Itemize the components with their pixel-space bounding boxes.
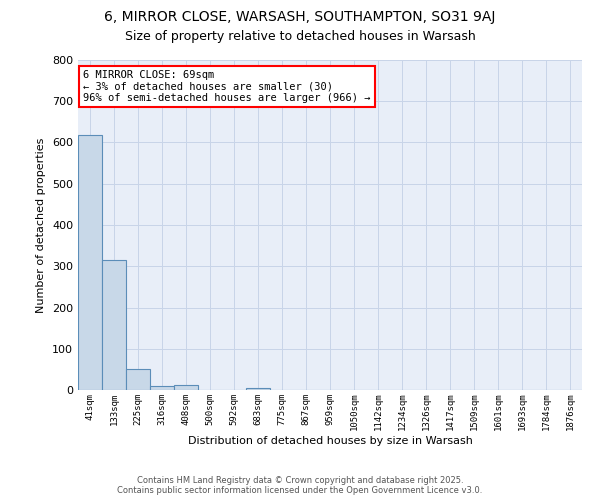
Bar [102, 260, 126, 390]
Text: Contains HM Land Registry data © Crown copyright and database right 2025.
Contai: Contains HM Land Registry data © Crown c… [118, 476, 482, 495]
Bar [174, 385, 198, 390]
Bar [78, 136, 102, 390]
Text: Size of property relative to detached houses in Warsash: Size of property relative to detached ho… [125, 30, 475, 43]
Y-axis label: Number of detached properties: Number of detached properties [37, 138, 46, 312]
X-axis label: Distribution of detached houses by size in Warsash: Distribution of detached houses by size … [188, 436, 472, 446]
Bar [150, 386, 174, 390]
Bar [246, 388, 270, 390]
Bar [126, 368, 150, 390]
Text: 6, MIRROR CLOSE, WARSASH, SOUTHAMPTON, SO31 9AJ: 6, MIRROR CLOSE, WARSASH, SOUTHAMPTON, S… [104, 10, 496, 24]
Text: 6 MIRROR CLOSE: 69sqm
← 3% of detached houses are smaller (30)
96% of semi-detac: 6 MIRROR CLOSE: 69sqm ← 3% of detached h… [83, 70, 371, 103]
